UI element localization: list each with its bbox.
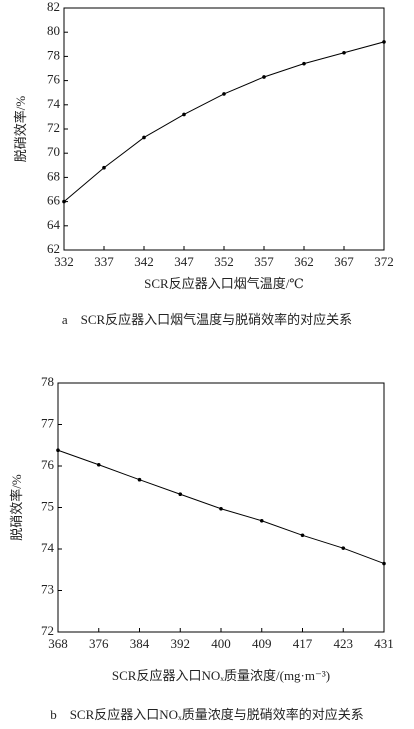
data-point: [178, 492, 183, 497]
data-point: [262, 75, 266, 79]
x-tick-label: 362: [294, 254, 314, 269]
y-tick-label: 78: [47, 47, 60, 62]
data-point: [56, 448, 60, 453]
data-point: [142, 135, 146, 140]
data-point: [382, 40, 386, 44]
x-tick-label: 384: [130, 636, 150, 651]
x-tick-label: 367: [334, 254, 354, 269]
y-tick-label: 80: [47, 23, 60, 38]
data-line: [57, 449, 385, 564]
y-tick-label: 62: [47, 241, 60, 256]
x-tick-label: 368: [48, 636, 68, 651]
y-tick-label: 70: [47, 144, 60, 159]
x-tick-label: 352: [214, 254, 234, 269]
y-tick-label: 72: [41, 623, 54, 638]
data-point: [259, 518, 264, 523]
x-tick-label: 347: [174, 254, 194, 269]
x-tick-label: 372: [374, 254, 394, 269]
y-tick-label: 66: [47, 193, 61, 208]
y-tick-label: 64: [47, 217, 61, 232]
x-tick-label: 332: [54, 254, 74, 269]
x-tick-label: 376: [89, 636, 109, 651]
x-axis-label: SCR反应器入口烟气温度/℃: [144, 276, 304, 291]
data-point: [300, 533, 305, 538]
x-tick-label: 409: [252, 636, 272, 651]
data-line: [63, 41, 385, 202]
caption: a SCR反应器入口烟气温度与脱硝效率的对应关系: [62, 312, 352, 327]
x-axis-label: SCR反应器入口NOₓ质量浓度/(mg·m⁻³): [112, 668, 330, 683]
y-axis-label: 脱硝效率/%: [13, 96, 28, 163]
x-tick-label: 337: [94, 254, 114, 269]
y-tick-label: 82: [47, 0, 60, 14]
y-tick-label: 78: [41, 374, 54, 389]
x-tick-label: 392: [171, 636, 191, 651]
data-point: [382, 561, 386, 566]
y-tick-label: 74: [47, 96, 61, 111]
x-tick-label: 417: [293, 636, 313, 651]
data-point: [182, 112, 186, 117]
data-point: [302, 61, 306, 66]
x-tick-label: 431: [374, 636, 394, 651]
data-point: [222, 92, 226, 96]
y-tick-label: 68: [47, 168, 60, 183]
y-tick-label: 77: [41, 415, 55, 430]
caption: b SCR反应器入口NOₓ质量浓度与脱硝效率的对应关系: [50, 707, 364, 722]
x-tick-label: 342: [134, 254, 154, 269]
data-point: [96, 462, 101, 467]
data-point: [341, 546, 346, 550]
y-axis-label: 脱硝效率/%: [9, 474, 24, 541]
data-point: [102, 165, 106, 170]
x-tick-label: 400: [211, 636, 231, 651]
data-point: [342, 50, 346, 55]
x-tick-label: 357: [254, 254, 274, 269]
plot-frame: [63, 7, 385, 251]
y-tick-label: 73: [41, 581, 54, 596]
y-tick-label: 75: [41, 498, 54, 513]
x-tick-label: 423: [334, 636, 354, 651]
y-tick-label: 76: [47, 72, 61, 87]
y-tick-label: 74: [41, 540, 55, 555]
data-point: [219, 506, 223, 511]
y-tick-label: 72: [47, 120, 60, 135]
data-point: [137, 477, 142, 482]
y-tick-label: 76: [41, 457, 55, 472]
